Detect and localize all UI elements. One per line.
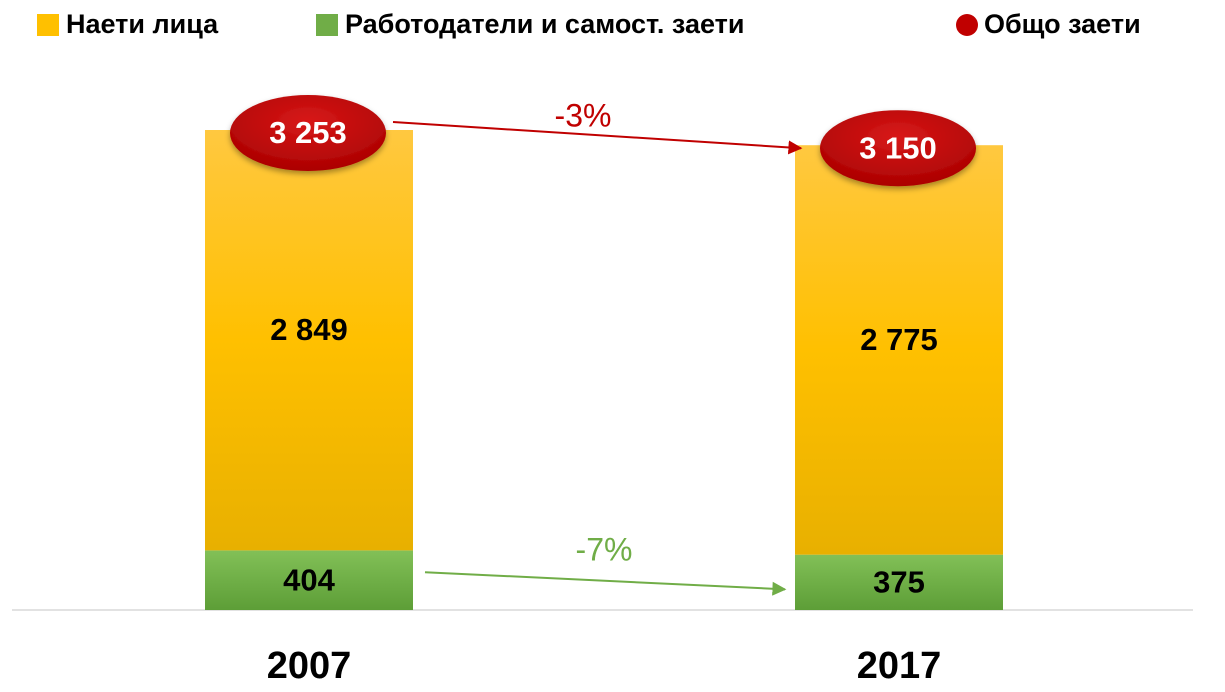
change-label: -7% <box>576 531 633 567</box>
x-tick-label: 2017 <box>857 645 942 687</box>
bar-segment <box>205 130 413 551</box>
value-label: 2 849 <box>270 312 348 347</box>
legend-label: Наети лица <box>66 9 219 39</box>
legend-marker <box>956 14 978 36</box>
total-marker <box>230 95 386 171</box>
value-label: 375 <box>873 565 925 600</box>
value-label: 2 775 <box>860 322 938 357</box>
bar-segment <box>795 554 1003 610</box>
total-label: 3 150 <box>859 130 937 165</box>
change-arrow <box>424 571 787 596</box>
total-marker <box>820 110 976 187</box>
value-label: 404 <box>283 562 335 597</box>
change-arrow <box>392 121 803 155</box>
legend-label: Работодатели и самост. заети <box>345 9 744 39</box>
change-label: -3% <box>555 97 612 133</box>
legend-label: Общо заети <box>984 9 1141 39</box>
legend-marker <box>37 14 59 36</box>
legend-marker <box>316 14 338 36</box>
bar-segment <box>205 550 413 610</box>
total-label: 3 253 <box>269 115 347 150</box>
bar-segment <box>795 145 1003 555</box>
x-tick-label: 2007 <box>267 645 352 687</box>
